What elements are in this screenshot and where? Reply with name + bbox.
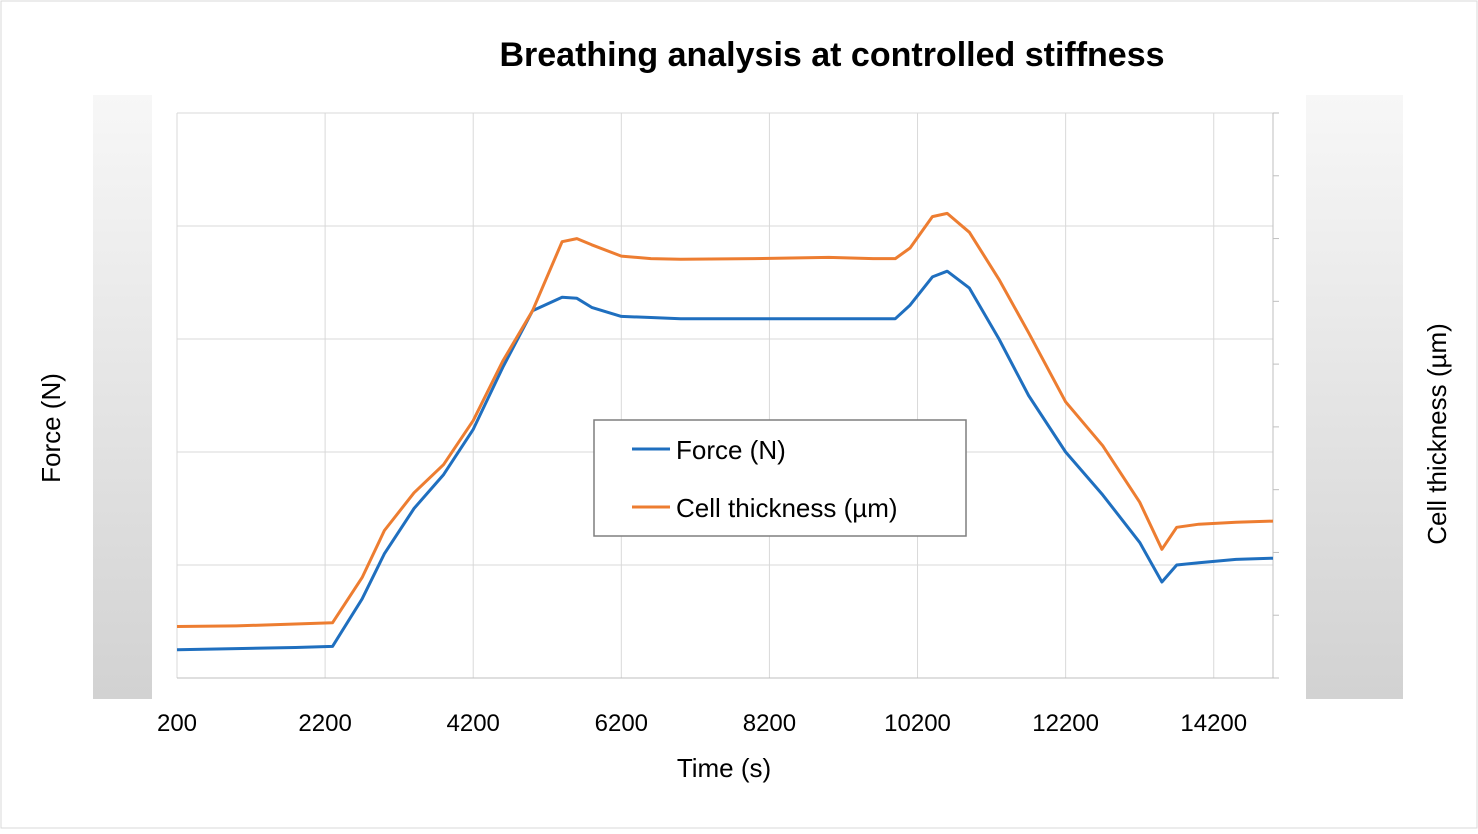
right-axis-band xyxy=(1306,95,1403,699)
series-line-force xyxy=(176,269,1274,652)
x-tick-label-5: 10200 xyxy=(884,710,951,737)
series xyxy=(176,211,1274,652)
x-tick-label-2: 4200 xyxy=(447,710,500,737)
x-tick-labels: 200 2200 4200 6200 8200 10200 12200 14200 xyxy=(157,710,1247,737)
y-axis-left-label: Force (N) xyxy=(36,373,66,483)
x-tick-label-7: 14200 xyxy=(1180,710,1247,737)
chart-title: Breathing analysis at controlled stiffne… xyxy=(499,36,1164,74)
x-tick-label-4: 8200 xyxy=(743,710,796,737)
axes xyxy=(176,112,1279,679)
legend: Force (N) Cell thickness (µm) xyxy=(593,419,967,537)
x-tick-label-1: 2200 xyxy=(298,710,351,737)
x-axis-label: Time (s) xyxy=(677,753,771,783)
series-line-thickness xyxy=(176,211,1274,628)
left-axis-band xyxy=(93,95,152,699)
x-tick-label-0: 200 xyxy=(157,710,197,737)
legend-box xyxy=(593,419,967,537)
x-tick-label-6: 12200 xyxy=(1032,710,1099,737)
plot-area xyxy=(177,113,1273,678)
legend-label-thickness: Cell thickness (µm) xyxy=(676,493,898,523)
legend-label-force: Force (N) xyxy=(676,435,786,465)
x-tick-label-3: 6200 xyxy=(595,710,648,737)
y-axis-right-label: Cell thickness (µm) xyxy=(1422,323,1452,545)
